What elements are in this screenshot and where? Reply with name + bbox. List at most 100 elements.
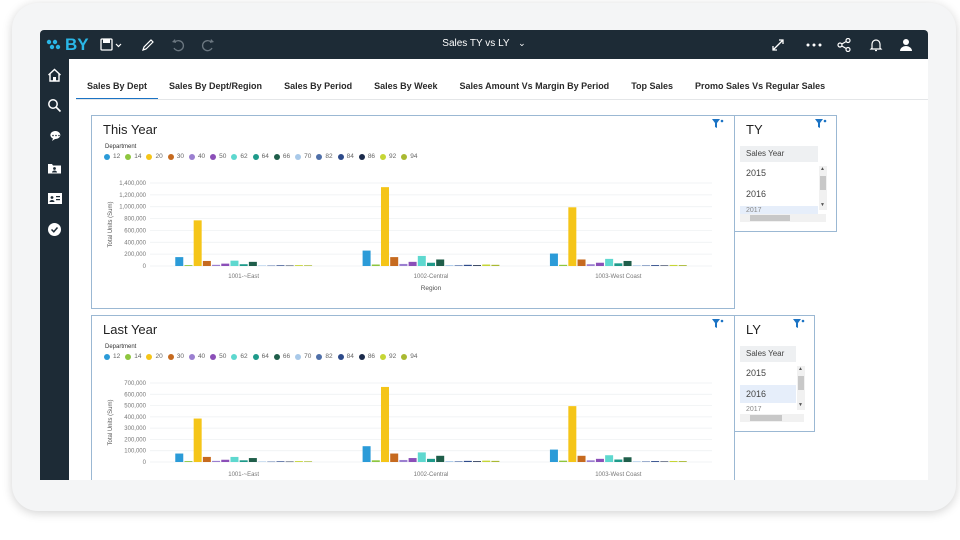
scroll-up-icon[interactable]: ▲ — [798, 366, 803, 372]
legend-item[interactable]: 62 — [231, 353, 248, 360]
filter-icon[interactable] — [712, 119, 724, 129]
bar — [549, 449, 558, 462]
sidebar-item-team-content[interactable] — [40, 187, 69, 209]
ty-year-slicer[interactable]: TY Sales Year 2015 2016 2017 ▲ ▼ — [734, 115, 837, 232]
legend-item[interactable]: 14 — [125, 153, 141, 160]
slicer-option-2015[interactable]: 2015 — [746, 368, 767, 378]
legend-item[interactable]: 70 — [295, 153, 311, 160]
legend-item[interactable]: 94 — [401, 353, 418, 360]
legend-label: 92 — [389, 153, 397, 160]
legend-item[interactable]: 12 — [104, 353, 120, 360]
legend-item[interactable]: 84 — [337, 153, 354, 160]
legend-item[interactable]: 66 — [273, 353, 290, 360]
legend-swatch — [231, 353, 238, 360]
fullscreen-button[interactable] — [771, 36, 785, 53]
sidebar-item-search[interactable] — [40, 94, 69, 116]
this-year-chart-panel[interactable]: This Year Department 12 14 20 30 40 50 62 64 66 7… — [91, 115, 735, 309]
legend-swatch — [210, 353, 217, 360]
legend-item[interactable]: 94 — [401, 153, 418, 160]
legend-item[interactable]: 70 — [295, 353, 311, 360]
legend-item[interactable]: 50 — [210, 353, 226, 360]
legend-label: 12 — [113, 153, 121, 160]
report-title-dropdown[interactable]: Sales TY vs LY ⌄ — [40, 38, 928, 49]
bar — [463, 460, 472, 462]
scrollbar-thumb[interactable] — [750, 415, 782, 421]
legend-swatch — [188, 153, 195, 160]
bar — [175, 453, 184, 462]
scrollbar-thumb[interactable] — [798, 376, 804, 390]
slicer-option-2016[interactable]: 2016 — [740, 385, 796, 403]
legend-item[interactable]: 84 — [337, 353, 354, 360]
legend-item[interactable]: 50 — [210, 153, 226, 160]
slicer-option-2015[interactable]: 2015 — [746, 168, 767, 178]
legend-item[interactable]: 86 — [358, 153, 375, 160]
bar — [473, 265, 481, 266]
legend-swatch — [146, 153, 153, 160]
legend-item[interactable]: 14 — [125, 353, 141, 360]
legend-item[interactable]: 12 — [104, 153, 120, 160]
horizontal-scrollbar[interactable] — [740, 214, 826, 222]
bar — [276, 461, 285, 462]
scroll-down-icon[interactable]: ▼ — [820, 202, 825, 208]
y-tick-label: 500,000 — [124, 404, 146, 410]
scrollbar-thumb[interactable] — [820, 176, 826, 190]
scroll-up-icon[interactable]: ▲ — [820, 166, 825, 172]
tab-sales-by-period[interactable]: Sales By Period — [284, 81, 353, 91]
tab-sales-by-dept-region[interactable]: Sales By Dept/Region — [169, 81, 263, 91]
slicer-option-partial[interactable]: 2017 — [746, 406, 762, 413]
notifications-button[interactable] — [869, 36, 883, 53]
bar — [568, 207, 577, 266]
tab-sales-by-dept[interactable]: Sales By Dept — [76, 80, 159, 100]
sidebar-item-home[interactable] — [40, 64, 69, 86]
legend-item[interactable]: 92 — [380, 153, 396, 160]
legend-item[interactable]: 40 — [188, 353, 205, 360]
tab-sales-by-week[interactable]: Sales By Week — [374, 81, 438, 91]
filter-icon[interactable] — [815, 119, 827, 129]
undo-button[interactable] — [171, 36, 185, 53]
redo-button[interactable] — [201, 36, 215, 53]
more-options-button[interactable] — [806, 36, 822, 53]
filter-icon[interactable] — [712, 319, 724, 329]
scrollbar-thumb[interactable] — [750, 215, 790, 221]
legend-item[interactable]: 20 — [146, 353, 163, 360]
user-profile-button[interactable] — [899, 36, 913, 53]
legend-item[interactable]: 20 — [146, 153, 163, 160]
bar — [678, 265, 687, 266]
legend-item[interactable]: 62 — [231, 153, 248, 160]
sidebar-item-conversations[interactable] — [40, 125, 69, 147]
legend-item[interactable]: 30 — [167, 353, 184, 360]
legend-item[interactable]: 82 — [316, 153, 333, 160]
legend-item[interactable]: 86 — [358, 353, 375, 360]
scroll-down-icon[interactable]: ▼ — [798, 402, 803, 408]
share-button[interactable] — [837, 36, 851, 53]
sidebar-item-recent[interactable] — [40, 218, 69, 240]
bar — [577, 259, 586, 266]
logo[interactable]: BY — [46, 35, 89, 55]
vertical-scrollbar[interactable]: ▲ ▼ — [819, 166, 827, 210]
legend-item[interactable]: 40 — [188, 153, 205, 160]
legend-item[interactable]: 66 — [273, 153, 290, 160]
horizontal-scrollbar[interactable] — [740, 414, 804, 422]
tab-promo-vs-regular[interactable]: Promo Sales Vs Regular Sales — [695, 81, 826, 91]
slicer-option-2016[interactable]: 2016 — [746, 189, 767, 199]
legend-swatch — [188, 353, 195, 360]
legend-item[interactable]: 82 — [316, 353, 333, 360]
save-button[interactable] — [100, 36, 122, 53]
tab-sales-amount-vs-margin[interactable]: Sales Amount Vs Margin By Period — [459, 81, 610, 91]
sidebar-item-my-content[interactable] — [40, 157, 69, 179]
legend-item[interactable]: 30 — [167, 153, 184, 160]
slicer-option-partial[interactable]: 2017 — [740, 206, 818, 215]
bar — [614, 459, 623, 462]
legend-item[interactable]: 64 — [252, 353, 269, 360]
tab-top-sales[interactable]: Top Sales — [631, 81, 674, 91]
vertical-scrollbar[interactable]: ▲ ▼ — [797, 366, 805, 410]
legend-item[interactable]: 64 — [252, 153, 269, 160]
edit-button[interactable] — [141, 36, 155, 53]
slicer-header: Sales Year — [740, 146, 818, 162]
filter-icon[interactable] — [793, 319, 805, 329]
bar — [175, 257, 184, 266]
last-year-chart-panel[interactable]: Last Year Department 12 14 20 30 40 50 62 64 66 7… — [91, 315, 735, 480]
bar — [559, 264, 568, 266]
legend-item[interactable]: 92 — [380, 353, 396, 360]
ly-year-slicer[interactable]: LY Sales Year 2015 2016 2017 ▲ ▼ — [734, 315, 815, 432]
